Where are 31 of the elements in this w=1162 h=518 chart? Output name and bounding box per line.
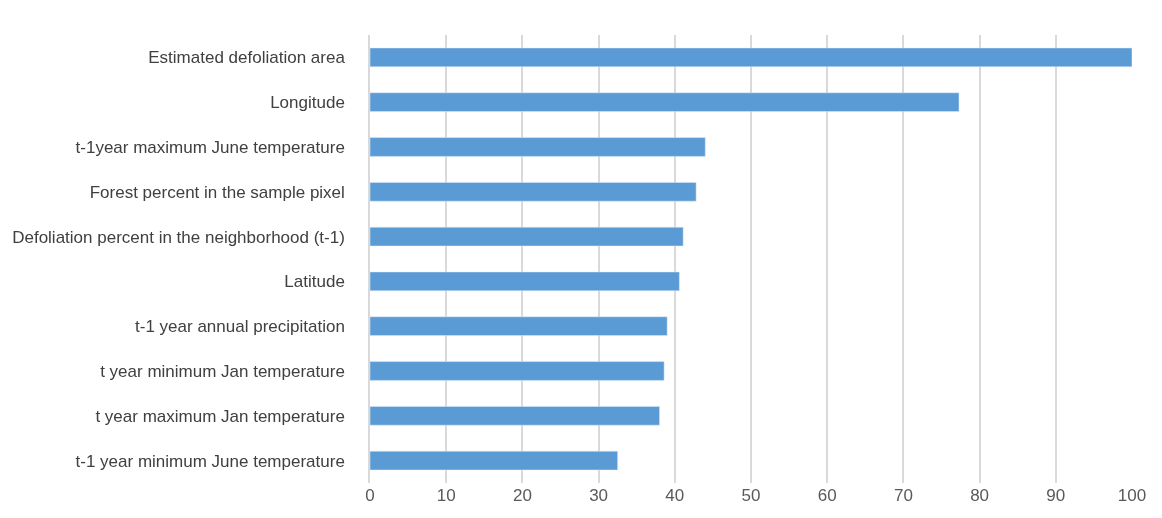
- x-tick-label: 50: [741, 486, 761, 505]
- bar: [370, 316, 668, 336]
- bar: [370, 406, 660, 426]
- bar: [370, 47, 1132, 68]
- bar: [370, 271, 680, 292]
- y-tick-label: t-1year maximum June temperature: [75, 137, 345, 157]
- y-tick-label: t year maximum Jan temperature: [95, 406, 345, 426]
- y-tick-label: t year minimum Jan temperature: [100, 361, 345, 381]
- x-tick-label: 70: [893, 486, 913, 505]
- x-tick-label: 80: [970, 486, 990, 505]
- bar: [370, 137, 706, 157]
- bar: [370, 92, 960, 112]
- x-tick-label: 60: [817, 486, 837, 505]
- y-tick-label: Longitude: [270, 93, 345, 113]
- x-tick-label: 100: [1117, 486, 1147, 505]
- x-tick-label: 0: [365, 486, 375, 505]
- y-tick-label: Defoliation percent in the neighborhood (t-1): [12, 227, 345, 247]
- x-tick-label: 40: [665, 486, 685, 505]
- y-tick-label: t-1 year minimum June temperature: [75, 451, 345, 471]
- x-tick-label: 90: [1046, 486, 1066, 505]
- bar: [370, 361, 665, 381]
- y-tick-label: Forest percent in the sample pixel: [89, 182, 345, 202]
- x-tick-label: 20: [512, 486, 532, 505]
- y-tick-label: Latitude: [284, 272, 345, 292]
- bar: [370, 182, 697, 202]
- y-tick-label: Estimated defoliation area: [148, 48, 346, 68]
- x-tick-label: 30: [589, 486, 609, 505]
- x-tick-label: 10: [436, 486, 456, 505]
- bar: [370, 450, 618, 471]
- bar: [370, 226, 684, 247]
- y-tick-label: t-1 year annual precipitation: [135, 317, 345, 337]
